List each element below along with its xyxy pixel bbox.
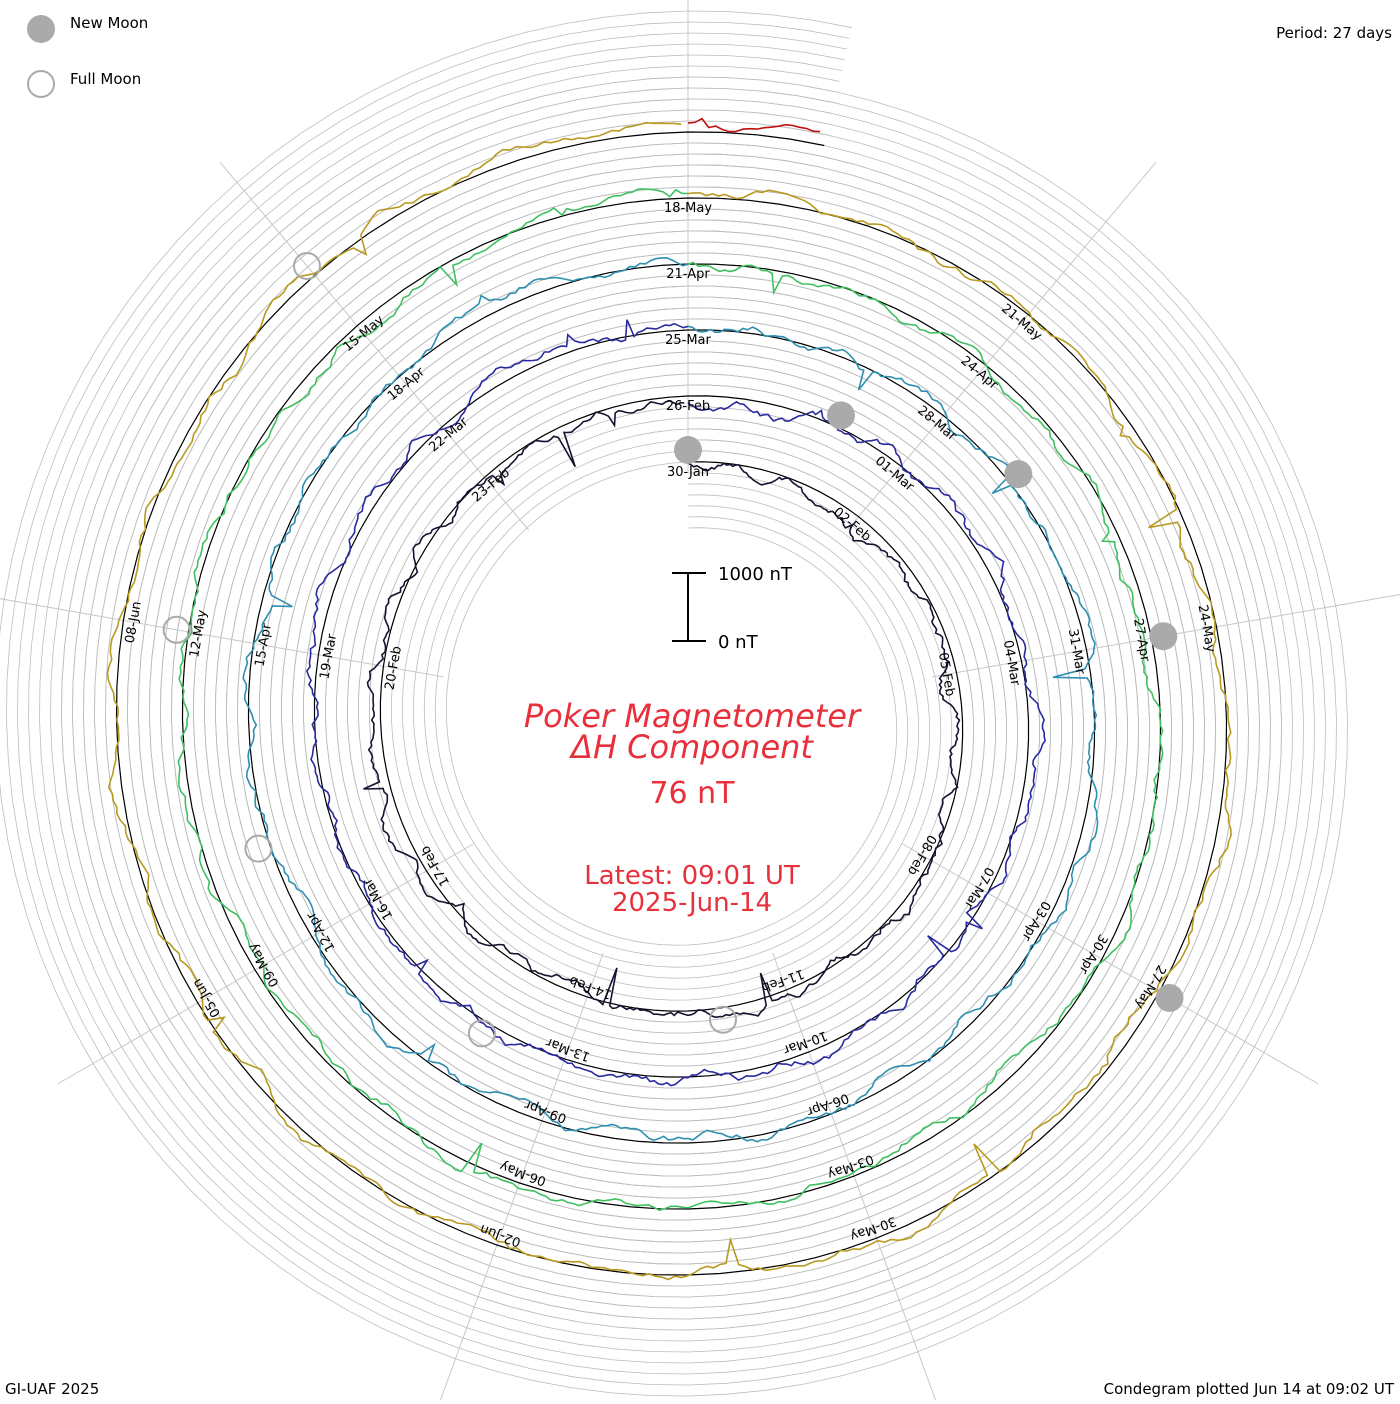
new-moon-marker bbox=[1004, 460, 1033, 489]
spiral-gridline bbox=[0, 10, 1348, 1397]
date-label: 02-Feb bbox=[830, 505, 874, 545]
date-label: 06-Apr bbox=[804, 1090, 851, 1119]
full-moon-legend-icon bbox=[27, 70, 55, 98]
radial-day-line bbox=[219, 161, 529, 531]
date-label: 24-May bbox=[1195, 604, 1218, 654]
trace-26-Feb bbox=[305, 319, 1046, 1087]
full-moon-marker bbox=[467, 1019, 496, 1048]
full-moon-marker bbox=[293, 252, 321, 280]
full-moon-legend-label: Full Moon bbox=[70, 70, 141, 88]
trace-14-Jun bbox=[687, 117, 821, 133]
footer-credit: GI-UAF 2025 bbox=[5, 1380, 99, 1398]
spiral-baseline bbox=[115, 131, 1228, 1276]
trace-30-Jan bbox=[363, 399, 961, 1019]
date-label: 24-Apr bbox=[958, 353, 1001, 393]
date-label: 21-Apr bbox=[666, 267, 710, 282]
spiral-gridline bbox=[6, 21, 1337, 1386]
radial-day-line bbox=[438, 952, 604, 1404]
date-label: 11-Feb bbox=[759, 965, 806, 994]
date-label: 26-Feb bbox=[666, 399, 710, 414]
trace-25-Mar bbox=[242, 256, 1099, 1143]
baseline-spiral bbox=[115, 131, 1228, 1276]
scale-top-label: 1000 nT bbox=[718, 564, 793, 585]
trace-21-Apr bbox=[177, 188, 1164, 1212]
full-moon-marker bbox=[162, 615, 191, 644]
trace-18-May bbox=[106, 121, 1232, 1281]
date-label: 08-Jun bbox=[123, 600, 145, 644]
date-label: 25-Mar bbox=[665, 333, 711, 348]
full-moon-marker bbox=[244, 834, 273, 863]
radial-day-line bbox=[902, 843, 1319, 1085]
date-label: 09-Apr bbox=[522, 1096, 569, 1125]
new-moon-legend-label: New Moon bbox=[70, 14, 148, 32]
date-label: 31-Mar bbox=[1065, 628, 1088, 676]
spiral-gridline bbox=[28, 43, 1315, 1364]
date-label: 18-May bbox=[664, 201, 712, 216]
date-label: 30-Jan bbox=[667, 465, 709, 480]
date-label: 04-Mar bbox=[1000, 639, 1023, 687]
radial-day-line bbox=[0, 598, 444, 678]
full-moon-marker bbox=[709, 1005, 737, 1034]
scale-bottom-label: 0 nT bbox=[718, 632, 759, 653]
date-label: 12-May bbox=[187, 608, 210, 658]
date-label: 07-Mar bbox=[960, 864, 996, 912]
new-moon-marker bbox=[1149, 622, 1178, 651]
period-label: Period: 27 days bbox=[1276, 24, 1392, 42]
new-moon-marker bbox=[1155, 984, 1184, 1012]
latest-time: Latest: 09:01 UT bbox=[584, 861, 800, 891]
date-label: 02-Jun bbox=[478, 1221, 523, 1250]
current-value: 76 nT bbox=[649, 776, 735, 811]
moon-phase-markers bbox=[162, 252, 1184, 1048]
spiral-gridline bbox=[39, 54, 1304, 1353]
date-label: 27-Apr bbox=[1130, 617, 1152, 663]
radial-day-line bbox=[772, 952, 938, 1404]
magnetometer-traces bbox=[106, 117, 1232, 1281]
radial-day-line bbox=[847, 161, 1157, 531]
date-label: 05-Feb bbox=[935, 651, 957, 697]
spiral-gridline bbox=[17, 32, 1326, 1375]
chart-title: Poker Magnetometer bbox=[524, 697, 862, 735]
new-moon-marker bbox=[674, 436, 702, 464]
chart-subtitle: ΔH Component bbox=[568, 728, 814, 766]
scale-bar: 1000 nT 0 nT bbox=[672, 564, 793, 653]
footer-plot-time: Condegram plotted Jun 14 at 09:02 UT bbox=[1104, 1380, 1395, 1398]
new-moon-marker bbox=[827, 401, 855, 430]
latest-date: 2025-Jun-14 bbox=[612, 888, 772, 918]
new-moon-legend-icon bbox=[27, 15, 55, 43]
radial-day-line bbox=[57, 843, 474, 1085]
